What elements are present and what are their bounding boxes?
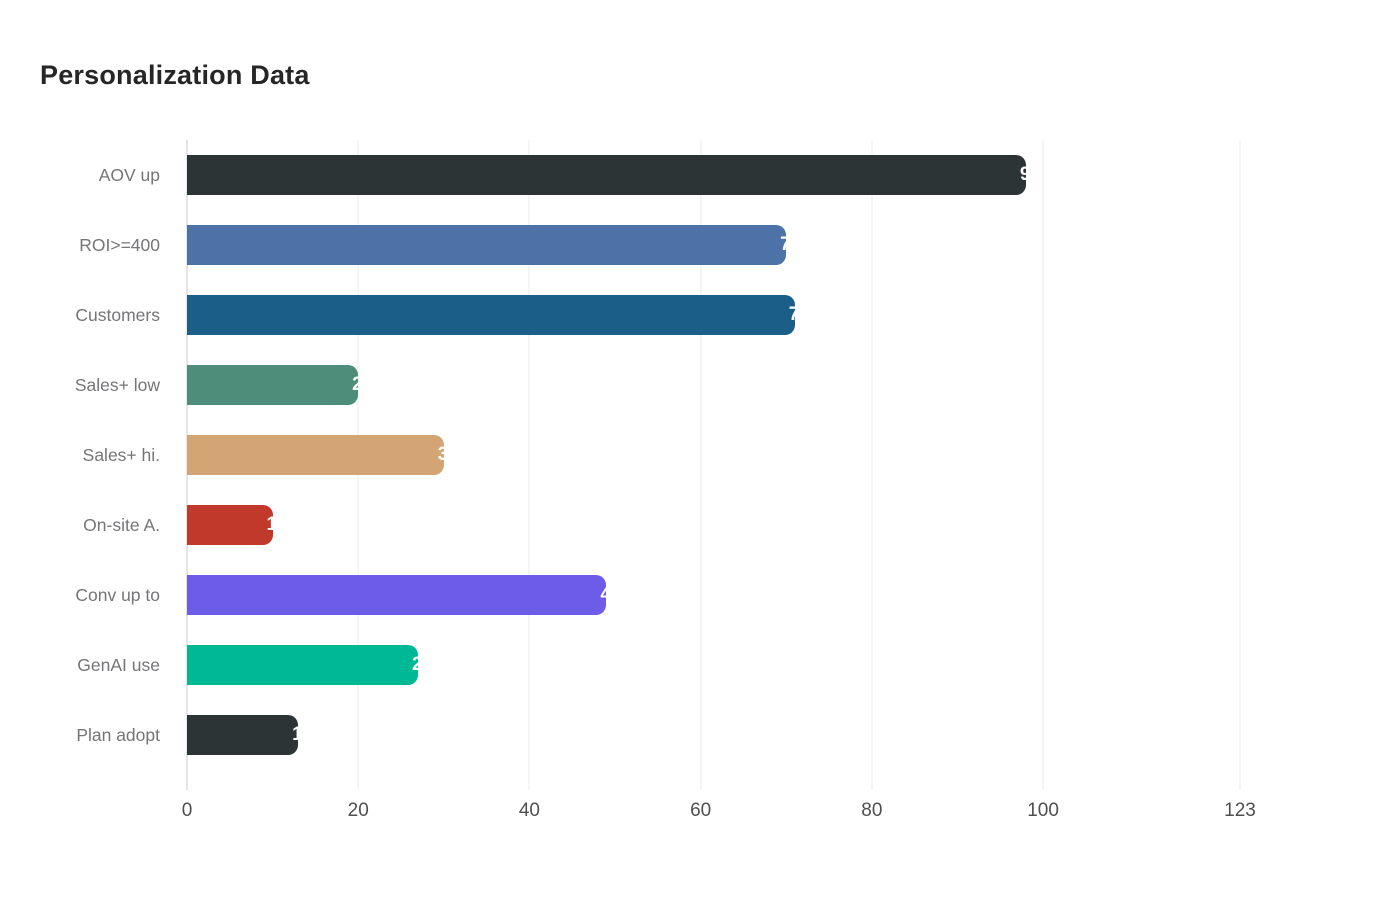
chart-title: Personalization Data [40,60,310,90]
category-label: AOV up [98,165,160,185]
bar-value-label: 30 [437,444,444,465]
category-label: Conv up to [75,585,160,605]
bar-row: 20 [187,350,1240,420]
bar[interactable]: 10 [187,505,273,545]
bar[interactable]: 70 [187,225,787,265]
bar-row: 98 [187,140,1240,210]
y-axis-labels: AOV up ROI>=400 Customers Sales+ low Sales+ … [0,140,160,770]
bar-row: 70 [187,210,1240,280]
x-axis-tick-labels: 0 20 40 60 80 100 123 [182,800,1256,830]
bar-row: 71 [187,280,1240,350]
bar-value-label: 13 [292,724,299,745]
bar-value-label: 70 [780,234,787,255]
bar-row: 27 [187,630,1240,700]
x-tick-label: 80 [861,800,883,821]
bar[interactable]: 49 [187,575,607,615]
category-label: Customers [75,305,160,325]
x-tick-label: 100 [1027,800,1059,821]
bar-row: 30 [187,420,1240,490]
x-tick-label: 123 [1224,800,1256,821]
bar-value-label: 71 [788,304,795,325]
bar-value-label: 10 [266,514,273,535]
category-label: On-site A. [83,515,160,535]
bar[interactable]: 98 [187,155,1026,195]
category-label: ROI>=400 [79,235,160,255]
bar-value-label: 20 [352,374,359,395]
x-tick-label: 20 [347,800,369,821]
bar-value-label: 27 [412,654,419,675]
bar-value-label: 98 [1019,164,1026,185]
plot-area: 98 70 71 20 30 10 49 27 13 [186,140,1241,790]
category-label: Sales+ hi. [82,445,160,465]
bar-row: 49 [187,560,1240,630]
category-label: Plan adopt [76,725,160,745]
bar-value-label: 49 [600,584,607,605]
bar[interactable]: 13 [187,715,299,755]
category-label: GenAI use [77,655,160,675]
x-tick-label: 40 [518,800,541,821]
bar[interactable]: 71 [187,295,795,335]
category-label: Sales+ low [74,375,160,395]
x-tick-label: 0 [181,800,193,821]
bar-row: 13 [187,700,1240,770]
bar[interactable]: 27 [187,645,419,685]
x-tick-label: 60 [690,800,712,821]
bar-row: 10 [187,490,1240,560]
bar-rows: 98 70 71 20 30 10 49 27 13 [187,140,1240,770]
bar[interactable]: 30 [187,435,444,475]
bar[interactable]: 20 [187,365,359,405]
